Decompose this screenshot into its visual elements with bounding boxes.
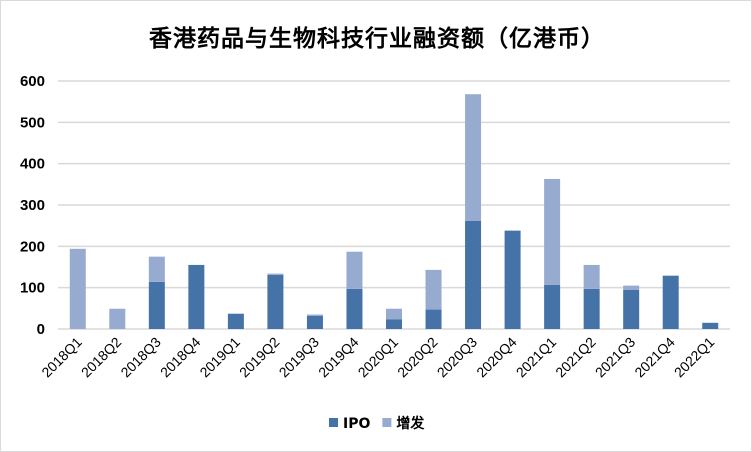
bar-ipo <box>702 322 719 329</box>
bar-follow-on <box>267 273 284 275</box>
bar-ipo <box>425 309 442 329</box>
bar-follow-on <box>425 269 442 310</box>
bar-follow-on <box>465 94 482 221</box>
bar-ipo <box>267 274 284 329</box>
y-tick-label: 200 <box>20 238 45 255</box>
x-tick-label: 2020Q3 <box>434 334 481 381</box>
x-tick-label: 2020Q2 <box>394 334 441 381</box>
bar-follow-on <box>386 308 402 320</box>
bar-follow-on <box>623 285 640 290</box>
x-tick-label: 2018Q4 <box>157 334 204 381</box>
y-tick-label: 500 <box>20 114 45 131</box>
y-tick-label: 400 <box>20 156 45 173</box>
bar-follow-on <box>544 178 561 285</box>
bar-ipo <box>544 284 561 329</box>
x-tick-label: 2019Q4 <box>315 334 362 381</box>
bar-ipo <box>227 313 244 329</box>
bar-ipo <box>662 275 679 329</box>
y-tick-label: 100 <box>20 280 45 297</box>
x-tick-label: 2018Q3 <box>117 334 164 381</box>
bar-ipo <box>188 264 205 329</box>
x-tick-label: 2019Q1 <box>196 334 243 381</box>
bar-ipo <box>346 288 363 329</box>
bar-follow-on <box>306 314 323 316</box>
x-tick-label: 2020Q1 <box>355 334 402 381</box>
legend-swatch <box>329 418 338 427</box>
bar-follow-on <box>583 264 600 289</box>
x-tick-label: 2018Q1 <box>38 334 85 381</box>
bar-follow-on <box>148 256 165 282</box>
y-tick-label: 300 <box>20 197 45 214</box>
bar-ipo <box>148 281 165 329</box>
bar-follow-on <box>346 251 363 289</box>
x-tick-label: 2022Q1 <box>671 334 718 381</box>
bar-ipo <box>583 288 600 329</box>
bar-ipo <box>623 289 640 329</box>
bar-follow-on <box>109 308 126 329</box>
x-tick-label: 2020Q4 <box>473 334 520 381</box>
bar-ipo <box>306 315 323 329</box>
x-tick-label: 2018Q2 <box>78 334 125 381</box>
y-tick-label: 600 <box>20 73 45 90</box>
legend-label: IPO <box>343 416 370 432</box>
x-tick-label: 2021Q1 <box>513 334 560 381</box>
legend-label: 增发 <box>396 415 425 432</box>
y-tick-label: 0 <box>37 321 45 338</box>
x-tick-label: 2021Q4 <box>631 334 678 381</box>
x-tick-label: 2019Q2 <box>236 334 283 381</box>
x-tick-label: 2021Q3 <box>592 334 639 381</box>
bar-ipo <box>504 230 521 329</box>
legend-swatch <box>382 418 392 427</box>
x-tick-label: 2019Q3 <box>276 334 323 381</box>
chart-title: 香港药品与生物科技行业融资额（亿港币） <box>149 25 605 52</box>
bar-ipo <box>386 319 402 329</box>
x-tick-label: 2021Q2 <box>552 334 599 381</box>
bar-follow-on <box>69 248 86 329</box>
bar-ipo <box>465 220 482 329</box>
